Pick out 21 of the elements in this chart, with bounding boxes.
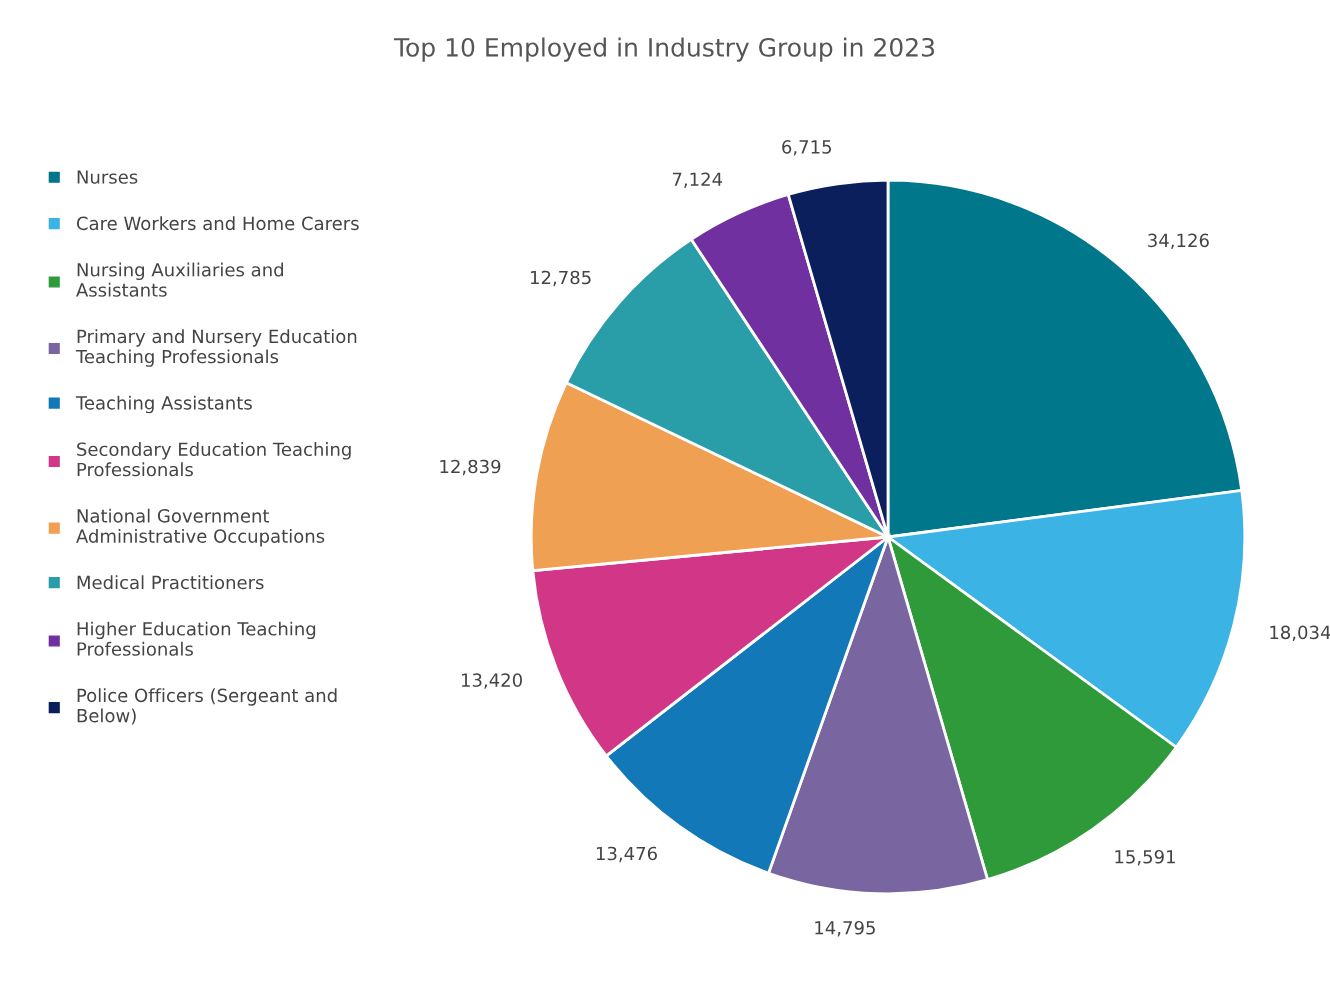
data-label: 14,795 <box>815 920 875 937</box>
legend-label: Medical Practitioners <box>77 575 264 590</box>
data-label: 18,034 <box>1270 625 1330 642</box>
legend-label: Nursing Auxiliaries and Assistants <box>76 262 283 297</box>
legend-label: Secondary Education Teaching Professionals <box>77 442 351 477</box>
data-label: 13,476 <box>596 846 657 863</box>
legend-label: Police Officers (Sergeant and Below) <box>77 688 337 725</box>
data-label: 7,124 <box>672 172 723 188</box>
data-label: 34,126 <box>1148 233 1209 250</box>
legend-label: National Government Administrative Occupations <box>76 508 325 547</box>
legend-label: Nurses <box>77 170 138 184</box>
legend-label: Teaching Assistants <box>75 395 252 414</box>
data-label: 6,715 <box>782 140 831 156</box>
legend-label: Primary and Nursery Education Teaching Professionals <box>75 329 357 367</box>
data-label: 12,785 <box>530 270 591 287</box>
chart-title: Top 10 Employed in Industry Group in 2023 <box>393 37 935 62</box>
legend-label: Care Workers and Home Carers <box>76 216 359 231</box>
data-label: 13,420 <box>461 673 522 689</box>
legend-label: Higher Education Teaching Professionals <box>77 621 316 656</box>
data-label: 12,839 <box>440 459 501 476</box>
data-label: 15,591 <box>1115 849 1175 866</box>
